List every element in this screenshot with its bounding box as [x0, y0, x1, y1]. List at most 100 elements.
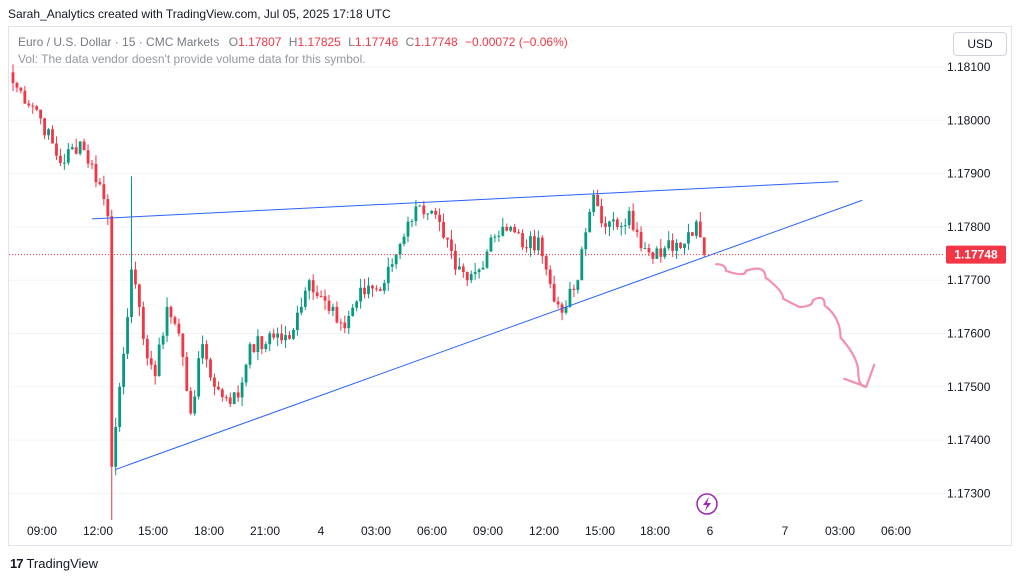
candle-body	[355, 301, 359, 308]
price-tick-label: 1.18100	[947, 60, 991, 74]
bearish-candle	[236, 385, 240, 402]
bearish-candle	[461, 263, 465, 278]
candle-body	[260, 336, 264, 350]
bullish-candle	[501, 217, 505, 237]
chart-frame	[8, 26, 1012, 546]
candle-body	[540, 237, 544, 257]
bearish-candle	[631, 203, 635, 232]
bullish-candle	[268, 331, 272, 352]
bullish-candle	[386, 257, 390, 291]
bullish-candle	[643, 242, 647, 250]
bullish-candle	[584, 227, 588, 257]
candle-body	[457, 266, 461, 270]
bearish-candle	[446, 237, 449, 248]
bullish-candle	[667, 231, 671, 251]
bearish-candle	[442, 213, 445, 240]
candle-body	[615, 219, 619, 227]
candle-body	[592, 194, 596, 212]
bearish-candle	[533, 229, 536, 254]
price-tick-label: 1.17900	[947, 167, 991, 181]
bullish-candle	[66, 143, 70, 166]
candle-body	[244, 364, 248, 383]
candle-body	[422, 205, 426, 215]
bullish-candle	[256, 329, 260, 361]
candle-body	[367, 285, 370, 295]
candle-body	[228, 397, 232, 404]
candle-body	[651, 252, 655, 259]
candle-body	[185, 356, 189, 391]
candle-body	[280, 333, 283, 341]
bearish-candle	[272, 328, 276, 340]
bullish-candle	[264, 341, 268, 353]
candle-body	[604, 223, 607, 227]
bullish-candle	[655, 246, 659, 259]
bullish-candle	[161, 332, 165, 350]
bearish-candle	[513, 223, 517, 234]
candle-body	[612, 219, 615, 222]
high-label: H	[288, 35, 298, 49]
time-tick-label: 03:00	[361, 524, 391, 538]
candle-body	[296, 312, 299, 331]
bullish-candle	[457, 257, 461, 270]
candle-body	[145, 338, 149, 359]
bearish-candle	[450, 229, 453, 260]
bullish-candle	[568, 281, 572, 308]
candle-body	[197, 358, 201, 397]
bearish-candle	[185, 352, 189, 392]
bullish-candle	[390, 258, 394, 272]
candle-body	[213, 377, 216, 387]
candle-body	[627, 210, 631, 226]
bullish-candle	[240, 377, 244, 407]
candle-body	[442, 221, 445, 238]
bullish-candle	[367, 277, 370, 299]
bearish-candle	[149, 350, 153, 370]
bullish-candle	[359, 278, 362, 309]
bearish-candle	[39, 109, 43, 125]
candle-body	[450, 239, 453, 251]
open-label: O	[228, 35, 239, 49]
bullish-candle	[303, 287, 307, 310]
candle-body	[406, 221, 410, 237]
bearish-candle	[639, 226, 643, 252]
bullish-candle	[580, 246, 584, 281]
time-tick-label: 6	[707, 524, 714, 538]
bullish-candle	[394, 253, 398, 269]
bullish-candle	[623, 218, 627, 235]
candle-body	[548, 269, 552, 284]
lightning-icon[interactable]	[696, 493, 718, 515]
bearish-candle	[465, 271, 469, 287]
brand-name: TradingView	[26, 556, 99, 571]
bullish-candle	[122, 347, 125, 395]
time-tick-label: 15:00	[138, 524, 168, 538]
bearish-candle	[106, 194, 110, 225]
ohlc-legend: Euro / U.S. Dollar · 15 · CMC Markets O1…	[18, 35, 568, 49]
price-tick-label: 1.18000	[947, 113, 991, 127]
bullish-candle	[509, 225, 513, 233]
bullish-candle	[157, 337, 161, 377]
bearish-candle	[698, 211, 702, 238]
bullish-candle	[118, 382, 122, 432]
bullish-candle	[347, 310, 351, 335]
candle-body	[663, 248, 667, 257]
candle-body	[177, 323, 181, 334]
bullish-candle	[130, 176, 133, 324]
candle-body	[27, 103, 31, 106]
bearish-candle	[311, 274, 315, 300]
bearish-candle	[647, 243, 651, 256]
bearish-candle	[343, 315, 347, 334]
candle-body	[580, 249, 584, 281]
candle-body	[536, 237, 540, 251]
bearish-candle	[544, 253, 548, 276]
candle-body	[252, 344, 256, 353]
candle-body	[284, 335, 287, 341]
tradingview-brand[interactable]: 17 TradingView	[10, 556, 98, 571]
candle-body	[679, 242, 682, 248]
symbol-label[interactable]: Euro / U.S. Dollar · 15 · CMC Markets	[18, 35, 220, 49]
candle-body	[102, 184, 106, 200]
candle-body	[15, 82, 19, 88]
currency-button[interactable]: USD	[953, 32, 1007, 56]
candle-body	[59, 155, 62, 163]
candle-body	[39, 109, 43, 119]
bearish-candle	[19, 87, 23, 94]
